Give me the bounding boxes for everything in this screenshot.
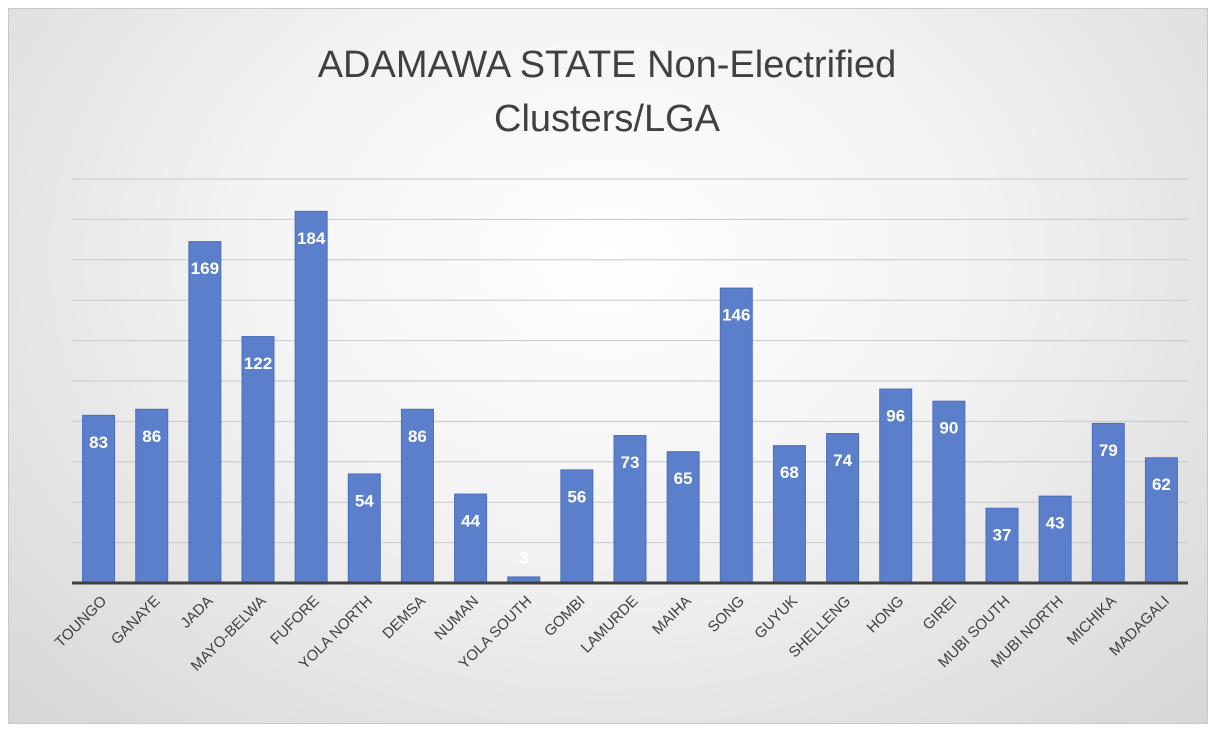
- data-label: 65: [674, 469, 693, 488]
- data-label: 44: [461, 512, 480, 531]
- bar: [294, 210, 328, 584]
- data-label: 37: [993, 526, 1012, 545]
- x-tick-label: NUMAN: [431, 593, 482, 644]
- x-tick-label: MICHIKA: [1064, 593, 1120, 649]
- x-tick-label: TOUNGO: [52, 593, 110, 651]
- bar: [560, 469, 594, 584]
- x-tick-label: GUYUK: [751, 593, 801, 643]
- bar: [400, 408, 434, 584]
- data-label: 96: [886, 407, 905, 426]
- x-tick-label: FUFORE: [267, 593, 323, 649]
- data-label: 73: [621, 453, 640, 472]
- x-tick-label: JADA: [177, 593, 216, 632]
- x-tick-label: LAMURDE: [578, 593, 642, 657]
- data-label: 56: [567, 487, 586, 506]
- bar: [719, 287, 753, 584]
- bar: [82, 414, 116, 584]
- bar: [879, 388, 913, 584]
- data-label: 90: [939, 419, 958, 438]
- data-label: 62: [1152, 475, 1171, 494]
- x-tick-label: GOMBI: [541, 593, 588, 640]
- bar: [1091, 422, 1125, 584]
- data-label: 122: [244, 354, 272, 373]
- data-label: 169: [191, 259, 219, 278]
- bar: [1038, 495, 1072, 584]
- data-label: 3: [519, 548, 528, 567]
- bar: [932, 400, 966, 584]
- data-label: 146: [722, 306, 750, 325]
- x-tick-label: GIREI: [920, 593, 961, 634]
- bar: [613, 435, 647, 584]
- bar: [1144, 457, 1178, 584]
- x-tick-label: DEMSA: [379, 593, 429, 643]
- bar: [826, 433, 860, 584]
- data-label: 68: [780, 463, 799, 482]
- bar: [454, 493, 488, 584]
- chart-title: ADAMAWA STATE Non-Electrified Clusters/L…: [317, 44, 897, 140]
- bar: [241, 336, 275, 584]
- bar: [772, 445, 806, 584]
- data-label: 184: [297, 229, 326, 248]
- data-label: 79: [1099, 441, 1118, 460]
- bar: [188, 241, 222, 584]
- bar: [135, 408, 169, 584]
- data-label: 54: [355, 491, 374, 510]
- x-tick-label: HONG: [864, 593, 908, 637]
- bar: [666, 451, 700, 584]
- bar: [985, 507, 1019, 584]
- x-tick-label: SONG: [705, 593, 748, 636]
- data-label: 83: [89, 433, 108, 452]
- data-label: 74: [833, 451, 852, 470]
- bar: [347, 473, 381, 584]
- x-tick-label: MAIHA: [649, 593, 695, 639]
- x-tick-label: GANAYE: [108, 593, 163, 648]
- data-label: 43: [1046, 514, 1065, 533]
- data-label: 86: [408, 427, 427, 446]
- data-label: 86: [142, 427, 161, 446]
